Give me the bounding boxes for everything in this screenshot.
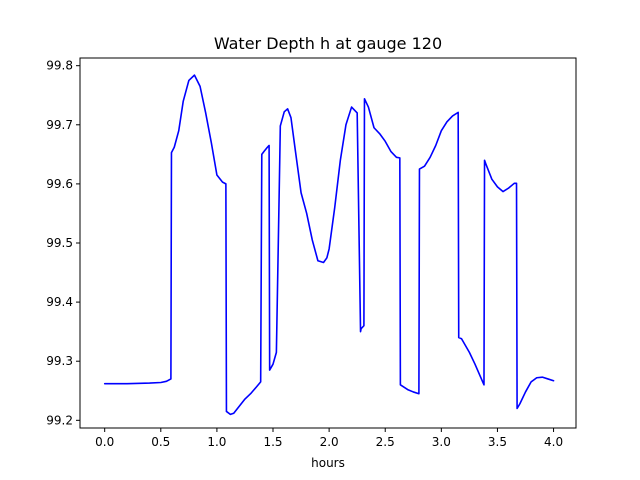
x-tick-label: 1.0: [207, 435, 226, 449]
series-line-0: [103, 74, 555, 416]
y-tick-label: 99.2: [46, 413, 73, 427]
x-tick-label: 4.0: [544, 435, 563, 449]
x-tick-label: 3.0: [432, 435, 451, 449]
x-tick-label: 2.0: [320, 435, 339, 449]
x-tick-label: 3.5: [488, 435, 507, 449]
y-tick-label: 99.5: [46, 236, 73, 250]
x-tick-label: 2.5: [376, 435, 395, 449]
y-tick-label: 99.4: [46, 295, 73, 309]
y-axis-ticks: 99.2 99.3 99.4 99.5 99.6 99.7 99.8: [46, 59, 80, 427]
y-tick-label: 99.6: [46, 177, 73, 191]
x-tick-label: 0.5: [151, 435, 170, 449]
y-tick-label: 99.8: [46, 59, 73, 73]
plot-area: [103, 74, 555, 416]
x-tick-label: 1.5: [263, 435, 282, 449]
y-tick-label: 99.3: [46, 354, 73, 368]
chart-title: Water Depth h at gauge 120: [214, 34, 442, 53]
y-tick-label: 99.7: [46, 118, 73, 132]
x-axis-ticks: 0.0 0.5 1.0 1.5 2.0 2.5 3.0 3.5 4.0: [95, 428, 563, 449]
x-axis-label: hours: [311, 456, 345, 470]
x-tick-label: 0.0: [95, 435, 114, 449]
